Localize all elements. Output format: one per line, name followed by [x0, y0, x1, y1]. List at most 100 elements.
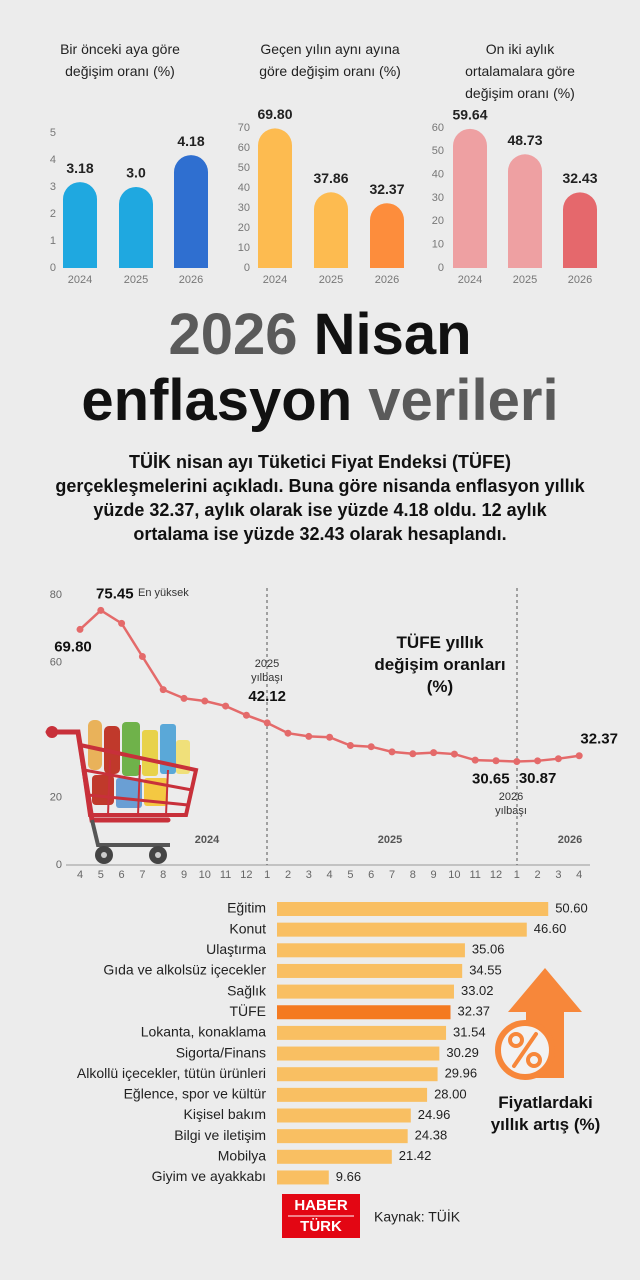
x-tick-label: 2025	[513, 274, 537, 286]
x-tick-label: 10	[199, 869, 211, 881]
point	[284, 729, 292, 737]
bar	[277, 943, 465, 958]
period-label: 2025	[378, 834, 402, 846]
bar	[277, 1005, 451, 1020]
x-tick-label: 12	[490, 869, 502, 881]
value-label: 3.18	[66, 160, 93, 176]
x-tick-label: 8	[160, 869, 166, 881]
bar	[563, 192, 597, 268]
x-tick-label: 2024	[458, 274, 482, 286]
value-label: 4.18	[177, 133, 204, 149]
title-part: verileri	[368, 368, 559, 433]
chart-title: TÜFE yıllık değişim oranları (%)	[374, 633, 506, 696]
category-label: Sağlık	[227, 982, 267, 998]
value-label: 30.29	[446, 1045, 479, 1060]
y-tick-label: 50	[432, 145, 444, 157]
point	[138, 652, 146, 660]
y-tick-label: 60	[238, 142, 250, 154]
x-tick-label: 8	[410, 869, 416, 881]
category-label: Giyim ve ayakkabı	[152, 1168, 266, 1184]
value-label: 37.86	[313, 170, 348, 186]
point	[388, 748, 396, 756]
chart-title: On iki aylık ortalamalara göre değişim o…	[465, 41, 575, 101]
x-tick-label: 7	[389, 869, 395, 881]
title-part: Nisan	[313, 302, 472, 367]
title-part: enflasyon	[81, 368, 353, 433]
value-label: 32.37	[580, 731, 618, 748]
bar	[119, 187, 153, 268]
point	[554, 755, 562, 763]
y-tick-label: 20	[238, 222, 250, 234]
bar	[258, 128, 292, 268]
logo-text: TÜRK	[300, 1218, 342, 1235]
period-label: 2024	[195, 834, 220, 846]
bar	[277, 963, 463, 978]
title-part: 2026	[168, 302, 298, 367]
point	[326, 733, 334, 741]
category-label: Lokanta, konaklama	[141, 1024, 267, 1040]
point	[242, 711, 250, 719]
x-tick-label: 6	[368, 869, 374, 881]
value-label: 29.96	[445, 1066, 478, 1081]
y-tick-label: 1	[50, 235, 56, 247]
value-label: 32.37	[458, 1004, 491, 1019]
x-tick-label: 7	[139, 869, 145, 881]
bar	[277, 1046, 440, 1061]
point	[305, 732, 313, 740]
y-tick-label: 30	[432, 192, 444, 204]
bar	[277, 1025, 447, 1040]
y-tick-label: 60	[50, 656, 62, 668]
y-tick-label: 0	[438, 262, 444, 274]
y-tick-label: 3	[50, 181, 56, 193]
point	[450, 750, 458, 758]
y-tick-label: 20	[432, 215, 444, 227]
x-tick-label: 4	[576, 869, 582, 881]
point	[346, 741, 354, 749]
value-label: 50.60	[555, 900, 588, 915]
arrow-illustration	[495, 968, 582, 1080]
value-label: 9.66	[336, 1169, 361, 1184]
x-tick-label: 5	[98, 869, 104, 881]
bar	[370, 203, 404, 268]
value-label: 30.65	[472, 771, 510, 788]
x-tick-label: 6	[119, 869, 125, 881]
bar	[277, 1108, 411, 1123]
y-tick-label: 70	[238, 122, 250, 134]
category-label: Mobilya	[218, 1148, 266, 1164]
annotation: 2026 yılbaşı	[495, 791, 527, 817]
x-tick-label: 2026	[375, 274, 399, 286]
x-tick-label: 2026	[568, 274, 592, 286]
x-tick-label: 12	[240, 869, 252, 881]
value-label: 28.00	[434, 1086, 467, 1101]
category-label: Bilgi ve iletişim	[174, 1127, 266, 1143]
y-tick-label: 60	[432, 122, 444, 134]
y-tick-label: 10	[238, 242, 250, 254]
value-label: 34.55	[469, 962, 502, 977]
x-tick-label: 4	[327, 869, 333, 881]
x-tick-label: 4	[77, 869, 83, 881]
x-tick-label: 2	[535, 869, 541, 881]
chart-title: Bir önceki aya göre değişim oranı (%)	[60, 41, 180, 79]
point	[180, 694, 188, 702]
category-label: Gıda ve alkolsüz içecekler	[103, 962, 266, 978]
category-label: Alkollü içecekler, tütün ürünleri	[77, 1065, 266, 1081]
bar	[277, 1129, 408, 1144]
x-tick-label: 11	[469, 869, 480, 881]
bar	[63, 182, 97, 268]
category-label: Kişisel bakım	[184, 1106, 266, 1122]
x-tick-label: 11	[220, 869, 231, 881]
category-label: TÜFE	[229, 1002, 266, 1019]
body-text: TÜİK nisan ayı Tüketici Fiyat Endeksi (T…	[55, 452, 585, 544]
x-tick-label: 9	[181, 869, 187, 881]
y-tick-label: 2	[50, 208, 56, 220]
point	[513, 758, 521, 766]
y-tick-label: 0	[56, 859, 62, 871]
value-label: 35.06	[472, 942, 505, 957]
value-label: 33.02	[461, 983, 494, 998]
x-tick-label: 1	[264, 869, 270, 881]
point	[97, 606, 105, 614]
bar	[277, 1149, 392, 1164]
value-label: 75.45	[96, 585, 134, 602]
point	[201, 697, 209, 705]
